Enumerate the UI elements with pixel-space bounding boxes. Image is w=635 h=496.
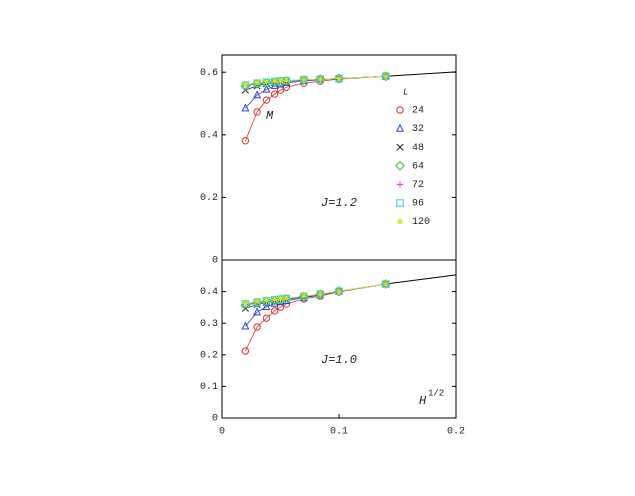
marker — [300, 292, 308, 300]
marker — [335, 288, 343, 295]
marker — [253, 307, 262, 316]
marker — [283, 77, 290, 84]
legend-marker — [395, 160, 405, 171]
x-tick-label: 0 — [219, 427, 225, 438]
legend-marker — [396, 199, 404, 207]
extension-line — [385, 274, 457, 285]
y-tick-label: 0.2 — [200, 193, 218, 204]
marker — [253, 90, 262, 99]
legend-label: 72 — [412, 180, 424, 191]
marker — [277, 77, 284, 85]
marker — [253, 108, 261, 116]
y-tick-label: 0.4 — [200, 130, 218, 141]
marker — [263, 297, 270, 304]
legend-marker — [396, 181, 404, 188]
x-axis-label: H — [419, 394, 427, 408]
marker — [317, 75, 324, 83]
legend-label: 24 — [412, 106, 424, 117]
x-tick-label: 0.1 — [330, 427, 348, 438]
marker — [271, 78, 278, 85]
legend-marker — [396, 218, 404, 225]
marker — [253, 298, 261, 305]
y-tick-label: 0 — [212, 256, 218, 267]
legend-marker — [396, 106, 404, 114]
marker — [241, 137, 250, 145]
legend-label: 48 — [412, 143, 424, 154]
marker — [262, 314, 271, 322]
annotation: M — [266, 109, 274, 123]
y-tick-label: 0.4 — [200, 287, 218, 298]
legend-marker — [396, 143, 404, 151]
marker — [271, 296, 278, 303]
marker — [335, 75, 343, 82]
marker — [283, 295, 290, 302]
marker — [262, 301, 271, 310]
marker — [253, 79, 261, 87]
marker — [241, 103, 250, 112]
marker — [277, 295, 284, 303]
marker — [242, 300, 249, 307]
legend-label: 96 — [412, 199, 424, 210]
marker — [300, 76, 308, 83]
x-axis-label-sup: 1/2 — [428, 388, 444, 398]
series-line — [245, 283, 386, 352]
marker — [270, 307, 279, 315]
marker — [262, 96, 271, 104]
marker — [242, 81, 249, 88]
marker — [262, 84, 271, 93]
marker — [241, 304, 249, 312]
legend-label: 32 — [412, 124, 424, 135]
legend-title: L — [403, 87, 408, 97]
y-tick-label: 0.3 — [200, 319, 218, 330]
marker — [241, 321, 250, 330]
marker — [382, 280, 389, 288]
legend-marker — [395, 123, 405, 132]
annotation: J=1.0 — [321, 353, 357, 367]
marker — [317, 290, 324, 298]
marker — [382, 73, 389, 80]
x-tick-label: 0.2 — [447, 427, 465, 438]
y-tick-label: 0.2 — [200, 350, 218, 361]
extension-line — [385, 71, 457, 77]
y-tick-label: 0.1 — [200, 382, 218, 393]
legend-label: 64 — [412, 161, 424, 172]
marker — [241, 347, 250, 355]
y-tick-label: 0 — [212, 414, 218, 425]
marker — [253, 323, 261, 331]
legend-label: 120 — [412, 217, 430, 228]
y-tick-label: 0.6 — [200, 68, 218, 79]
annotation: J=1.2 — [321, 196, 357, 210]
marker — [270, 90, 279, 98]
marker — [263, 78, 270, 86]
